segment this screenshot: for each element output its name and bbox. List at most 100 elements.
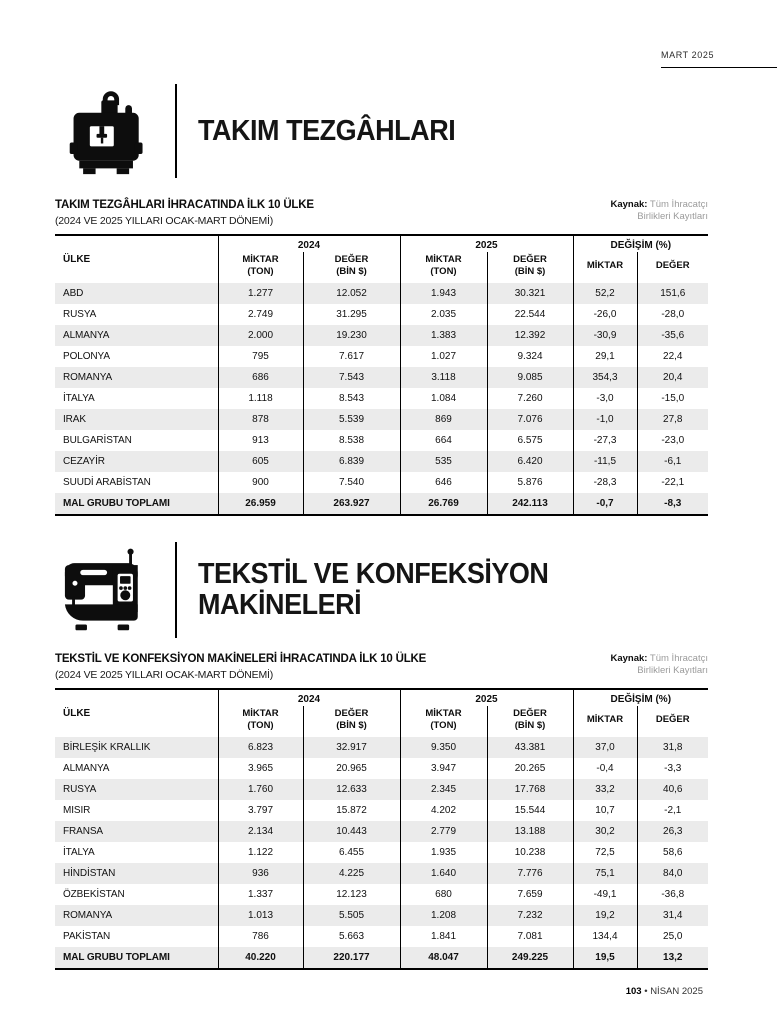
table-row: BULGARİSTAN 913 8.538 664 6.575 -27,3 -23,0 xyxy=(55,430,708,451)
value-cell: 5.876 xyxy=(486,472,573,493)
value-cell: 2.779 xyxy=(399,821,487,842)
subcolumn-header-change-miktar: MİKTAR xyxy=(572,252,637,283)
export-table-tekstil: ÜLKE 2024 2025 DEĞİŞİM (%) MİKTAR (TON) D… xyxy=(55,688,708,970)
change-group-header: DEĞİŞİM (%) xyxy=(572,689,708,706)
value-cell: 43.381 xyxy=(486,737,573,758)
total-value-cell: 263.927 xyxy=(302,493,400,515)
subcol-unit: (TON) xyxy=(430,265,457,277)
value-cell: 9.324 xyxy=(486,346,573,367)
table-row: RUSYA 2.749 31.295 2.035 22.544 -26,0 -28,0 xyxy=(55,304,708,325)
value-cell: 31,8 xyxy=(636,737,708,758)
value-cell: 1.084 xyxy=(399,388,487,409)
sewing-machine-icon xyxy=(60,543,158,637)
value-cell: 2.134 xyxy=(217,821,303,842)
table-row: BİRLEŞİK KRALLIK 6.823 32.917 9.350 43.381 37… xyxy=(55,737,708,758)
masthead-issue-label: MART 2025 xyxy=(661,50,715,60)
value-cell: 26,3 xyxy=(636,821,708,842)
subcolumn-header-deger: DEĞER (BİN $) xyxy=(302,706,400,737)
section-title: TEKSTİL VE KONFEKSİYON MAKİNELERİ xyxy=(198,559,549,621)
value-cell: 686 xyxy=(217,367,303,388)
subcolumn-header-change-deger: DEĞER xyxy=(636,252,708,283)
value-cell: 7.617 xyxy=(302,346,400,367)
value-cell: 7.076 xyxy=(486,409,573,430)
value-cell: -22,1 xyxy=(636,472,708,493)
value-cell: -36,8 xyxy=(636,884,708,905)
value-cell: 4.202 xyxy=(399,800,487,821)
value-cell: 7.540 xyxy=(302,472,400,493)
table-subtitle: (2024 VE 2025 YILLARI OCAK-MART DÖNEMİ) xyxy=(55,215,274,227)
subcol-label: DEĞER xyxy=(334,254,369,265)
value-cell: 3.947 xyxy=(399,758,487,779)
value-cell: 1.208 xyxy=(399,905,487,926)
value-cell: 12.392 xyxy=(486,325,573,346)
value-cell: 22,4 xyxy=(636,346,708,367)
value-cell: -3,0 xyxy=(572,388,637,409)
value-cell: 900 xyxy=(217,472,303,493)
value-cell: 9.350 xyxy=(399,737,487,758)
value-cell: 1.027 xyxy=(399,346,487,367)
total-label-cell: MAL GRUBU TOPLAMI xyxy=(63,498,170,509)
table-header-area: TAKIM TEZGÂHLARI İHRACATINDA İLK 10 ÜLKE… xyxy=(55,199,708,227)
subcol-label: MİKTAR xyxy=(242,254,279,265)
subcol-label: DEĞER xyxy=(655,259,690,271)
value-cell: 3.797 xyxy=(217,800,303,821)
value-cell: -15,0 xyxy=(636,388,708,409)
value-cell: 6.823 xyxy=(217,737,303,758)
country-cell: ABD xyxy=(63,288,84,299)
country-cell: RUSYA xyxy=(63,309,97,320)
table-row: IRAK 878 5.539 869 7.076 -1,0 27,8 xyxy=(55,409,708,430)
value-cell: 25,0 xyxy=(636,926,708,947)
subcolumn-header-miktar: MİKTAR (TON) xyxy=(217,252,303,283)
value-cell: 19,2 xyxy=(572,905,637,926)
table-row: FRANSA 2.134 10.443 2.779 13.188 30,2 26,3 xyxy=(55,821,708,842)
value-cell: 680 xyxy=(399,884,487,905)
subcol-unit: (BİN $) xyxy=(514,719,546,731)
subcolumn-header-change-deger: DEĞER xyxy=(636,706,708,737)
table-row: HİNDİSTAN 936 4.225 1.640 7.776 75,1 84,0 xyxy=(55,863,708,884)
total-row: MAL GRUBU TOPLAMI 26.959 263.927 26.769 242.… xyxy=(55,493,708,515)
value-cell: 20.265 xyxy=(486,758,573,779)
value-cell: 37,0 xyxy=(572,737,637,758)
value-cell: 5.539 xyxy=(302,409,400,430)
value-cell: 22.544 xyxy=(486,304,573,325)
subcolumn-header-miktar: MİKTAR (TON) xyxy=(217,706,303,737)
table-title: TAKIM TEZGÂHLARI İHRACATINDA İLK 10 ÜLKE xyxy=(55,199,314,211)
value-cell: 7.081 xyxy=(486,926,573,947)
subcol-unit: (TON) xyxy=(430,719,457,731)
table-block-tekstil: TEKSTİL VE KONFEKSİYON MAKİNELERİ İHRACA… xyxy=(55,653,708,970)
table-row: RUSYA 1.760 12.633 2.345 17.768 33,2 40,6 xyxy=(55,779,708,800)
value-cell: 6.575 xyxy=(486,430,573,451)
table-header-area: TEKSTİL VE KONFEKSİYON MAKİNELERİ İHRACA… xyxy=(55,653,708,681)
country-column-header: ÜLKE xyxy=(63,254,91,265)
total-row: MAL GRUBU TOPLAMI 40.220 220.177 48.047 249.… xyxy=(55,947,708,969)
total-value-cell: 26.959 xyxy=(217,493,303,515)
subcol-unit: (BİN $) xyxy=(336,719,367,731)
value-cell: 1.760 xyxy=(217,779,303,800)
value-cell: 19.230 xyxy=(302,325,400,346)
table-row: PAKİSTAN 786 5.663 1.841 7.081 134,4 25,0 xyxy=(55,926,708,947)
page-footer: 103 • NİSAN 2025 xyxy=(55,986,703,997)
table-head: ÜLKE 2024 2025 DEĞİŞİM (%) MİKTAR (TON) D… xyxy=(55,689,708,737)
value-cell: 786 xyxy=(217,926,303,947)
subcol-unit: (BİN $) xyxy=(336,265,367,277)
value-cell: 6.839 xyxy=(302,451,400,472)
value-cell: 29,1 xyxy=(572,346,637,367)
value-cell: 30.321 xyxy=(486,283,573,304)
country-column-header: ÜLKE xyxy=(63,708,91,719)
value-cell: 2.000 xyxy=(217,325,303,346)
table-head: ÜLKE 2024 2025 DEĞİŞİM (%) MİKTAR (TON) D… xyxy=(55,235,708,283)
value-cell: 1.277 xyxy=(217,283,303,304)
country-cell: BİRLEŞİK KRALLIK xyxy=(63,742,151,753)
value-cell: -1,0 xyxy=(572,409,637,430)
value-cell: 20.965 xyxy=(302,758,400,779)
country-cell: ALMANYA xyxy=(63,763,110,774)
value-cell: 15.544 xyxy=(486,800,573,821)
value-cell: 2.345 xyxy=(399,779,487,800)
value-cell: 878 xyxy=(217,409,303,430)
source-label: Kaynak: xyxy=(610,653,648,664)
value-cell: 869 xyxy=(399,409,487,430)
subcolumn-header-deger: DEĞER (BİN $) xyxy=(302,252,400,283)
value-cell: 6.420 xyxy=(486,451,573,472)
subcol-label: DEĞER xyxy=(334,708,369,719)
total-value-cell: 13,2 xyxy=(636,947,708,969)
